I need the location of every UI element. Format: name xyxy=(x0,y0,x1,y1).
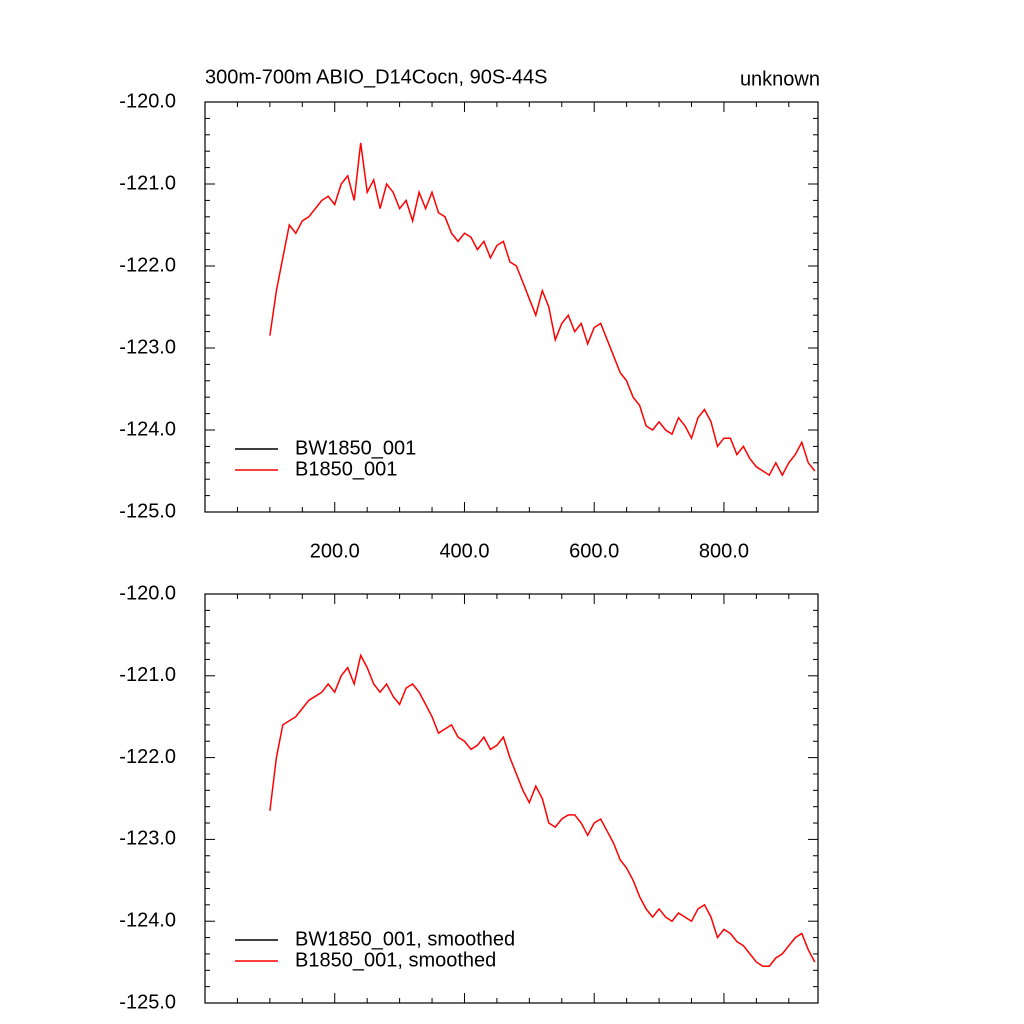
y-tick-label: -123.0 xyxy=(119,336,176,358)
plot-frame xyxy=(204,101,819,513)
chart-right-title: unknown xyxy=(740,68,820,90)
y-tick-label: -123.0 xyxy=(119,828,176,850)
chart-title: 300m-700m ABIO_D14Cocn, 90S-44S xyxy=(205,66,547,88)
x-tick-label: 200.0 xyxy=(310,540,360,562)
y-tick-label: -122.0 xyxy=(119,254,176,276)
legend-label: BW1850_001 xyxy=(295,437,416,459)
y-tick-label: -121.0 xyxy=(119,172,176,194)
legend-label: B1850_001 xyxy=(295,458,397,480)
x-tick-label: 400.0 xyxy=(439,540,489,562)
y-tick-label: -120.0 xyxy=(119,90,176,112)
plot-frame xyxy=(204,593,819,1004)
y-tick-label: -121.0 xyxy=(119,664,176,686)
legend-label: BW1850_001, smoothed xyxy=(295,928,515,950)
y-tick-label: -124.0 xyxy=(119,909,176,931)
y-tick-label: -120.0 xyxy=(119,582,176,604)
y-tick-label: -125.0 xyxy=(119,991,176,1013)
data-line xyxy=(269,653,816,967)
y-tick-label: -124.0 xyxy=(119,418,176,440)
y-tick-label: -122.0 xyxy=(119,746,176,768)
x-tick-label: 800.0 xyxy=(699,540,749,562)
data-line xyxy=(269,142,816,477)
x-tick-label: 600.0 xyxy=(569,540,619,562)
legend-label: B1850_001, smoothed xyxy=(295,949,496,971)
y-tick-label: -125.0 xyxy=(119,500,176,522)
